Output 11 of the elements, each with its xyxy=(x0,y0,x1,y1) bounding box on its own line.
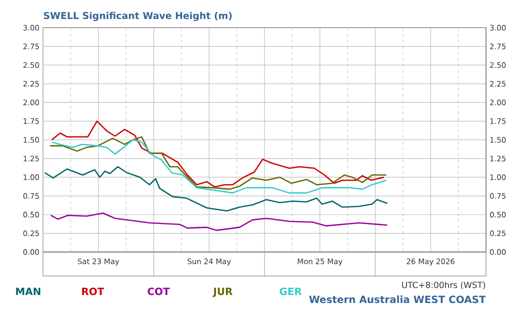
text: UTC+8:00hrs (WST) xyxy=(402,282,486,290)
text: COT xyxy=(148,288,170,296)
chart-title: SWELL Significant Wave Height (m) xyxy=(44,12,232,22)
text: ROT xyxy=(82,288,104,296)
text: JUR xyxy=(212,288,232,297)
text: MAN xyxy=(16,288,40,295)
line-series xyxy=(51,120,385,188)
line-series xyxy=(44,166,388,212)
text: GER xyxy=(280,288,302,296)
line-series xyxy=(50,212,388,231)
text: Western Australia WEST COAST xyxy=(309,295,486,304)
